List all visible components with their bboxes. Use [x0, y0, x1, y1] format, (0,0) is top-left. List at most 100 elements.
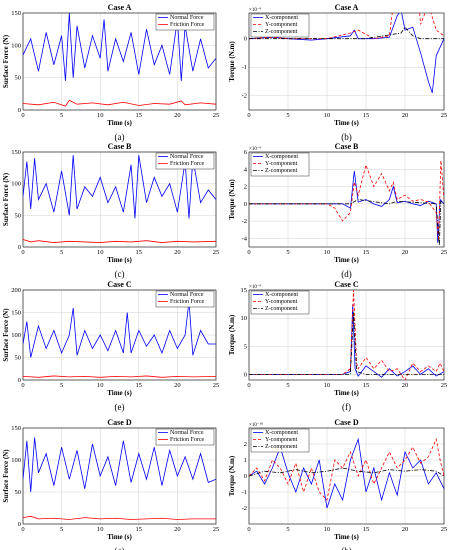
x-tick-label: 5: [286, 112, 289, 119]
series-line-friction-force: [23, 99, 216, 107]
axis-exponent: ×10⁻⁹: [249, 7, 261, 13]
axis-exponent: ×10⁻⁹: [249, 284, 261, 290]
x-axis-label: Time (s): [107, 533, 132, 541]
chart-title: Case D: [334, 418, 358, 427]
y-axis-label: Surface Force (N): [2, 449, 10, 503]
x-tick-label: 25: [441, 249, 448, 256]
x-tick-label: 25: [441, 526, 448, 533]
chart-title: Case C: [334, 280, 358, 289]
legend-label: Friction Force: [170, 161, 204, 167]
plot-frame: [248, 12, 445, 111]
series-line-y-component: [249, 290, 444, 380]
legend-label: Friction Force: [170, 299, 204, 305]
panel-caption: (h): [341, 546, 352, 550]
y-tick-label: 100: [11, 181, 21, 188]
x-tick-label: 15: [363, 249, 370, 256]
series-line-x-component: [249, 13, 444, 94]
x-tick-label: 20: [174, 112, 181, 119]
x-tick-label: 15: [136, 526, 143, 533]
legend-box: [155, 290, 215, 308]
plot-frame: [22, 289, 217, 381]
chart-title: Case B: [108, 142, 132, 151]
chart-b: Case A 0 5 10 15 20 25 -2 -1 0 ×10⁻⁹ X-componentY-c…: [228, 3, 447, 142]
x-tick-label: 5: [60, 112, 63, 119]
panel-caption: (e): [115, 402, 125, 412]
x-tick-label: 10: [97, 382, 104, 389]
x-tick-label: 15: [363, 382, 370, 389]
x-tick-label: 0: [247, 526, 250, 533]
x-tick-label: 20: [174, 382, 181, 389]
x-axis-label: Time (s): [334, 119, 359, 127]
x-tick-label: 15: [363, 112, 370, 119]
y-tick-label: 1: [244, 457, 247, 464]
x-tick-label: 15: [136, 382, 143, 389]
series-line-z-component: [249, 467, 444, 477]
legend-box: [250, 13, 310, 38]
axis-exponent: ×10⁻⁹: [249, 146, 261, 152]
legend-label: X-component: [265, 292, 298, 298]
legend-label: Y-component: [265, 299, 298, 305]
y-tick-label: 150: [11, 425, 21, 432]
chart-title: Case D: [107, 418, 131, 427]
y-tick-label: 150: [11, 149, 21, 156]
axis-exponent: ×10⁻¹⁰: [249, 422, 263, 428]
x-tick-label: 0: [247, 249, 250, 256]
series-line-friction-force: [23, 375, 216, 378]
x-tick-label: 10: [97, 526, 104, 533]
y-tick-label: -4: [242, 235, 248, 242]
legend-box: [155, 428, 215, 446]
chart-g: Case D 0 5 10 15 20 25 0 50 100 150 Normal ForceFri…: [2, 418, 219, 550]
y-tick-label: 10: [241, 315, 248, 322]
y-tick-label: 2: [244, 441, 247, 448]
series-line-normal-force: [23, 437, 216, 493]
chart-c: Case B 0 5 10 15 20 25 0 50 100 150 Normal ForceFri…: [2, 142, 219, 279]
y-tick-label: 100: [11, 457, 21, 464]
legend-label: Normal Force: [170, 15, 204, 21]
x-axis-label: Time (s): [107, 256, 132, 264]
x-tick-label: 15: [136, 112, 143, 119]
y-tick-label: 50: [15, 75, 22, 82]
legend-box: [250, 290, 310, 315]
series-line-y-component: [249, 160, 444, 241]
y-tick-label: 0: [18, 107, 21, 114]
x-tick-label: 0: [21, 112, 24, 119]
y-tick-label: 200: [11, 287, 21, 294]
x-tick-label: 10: [324, 382, 331, 389]
y-tick-label: 4: [244, 166, 248, 173]
y-tick-label: 50: [15, 212, 22, 219]
y-axis-label: Torque (N.m): [228, 41, 236, 82]
legend-box: [250, 428, 310, 453]
legend-label: X-component: [265, 15, 298, 21]
x-tick-label: 5: [60, 249, 63, 256]
y-axis-label: Torque (N.m): [228, 179, 236, 220]
x-tick-label: 25: [213, 112, 220, 119]
x-tick-label: 10: [97, 112, 104, 119]
x-tick-label: 20: [402, 249, 409, 256]
panel-caption: (f): [342, 402, 351, 412]
legend-label: Y-component: [265, 22, 298, 28]
x-tick-label: 20: [402, 112, 409, 119]
x-tick-label: 20: [174, 249, 181, 256]
chart-e: Case C 0 5 10 15 20 25 0 50 100 150 200 Normal Force…: [2, 280, 219, 412]
y-tick-label: 0: [244, 36, 247, 43]
legend-box: [155, 152, 215, 170]
y-tick-label: 2: [244, 184, 247, 191]
y-axis-label: Surface Force (N): [2, 34, 10, 88]
series-line-y-component: [249, 437, 444, 501]
x-axis-label: Time (s): [334, 256, 359, 264]
x-tick-label: 5: [60, 526, 63, 533]
x-tick-label: 0: [21, 526, 24, 533]
y-tick-label: -1: [242, 64, 247, 71]
legend-label: Y-component: [265, 161, 298, 167]
y-tick-label: -2: [242, 505, 247, 512]
y-tick-label: 100: [11, 42, 21, 49]
y-tick-label: 150: [11, 10, 21, 17]
chart-title: Case A: [108, 3, 132, 12]
x-tick-label: 10: [324, 526, 331, 533]
legend-label: Z-component: [265, 306, 298, 312]
x-tick-label: 25: [213, 249, 220, 256]
chart-d: Case B 0 5 10 15 20 25 -4 -2 0 2 4 6 ×10⁻⁹ X-component…: [228, 142, 447, 279]
panel-caption: (c): [115, 269, 125, 279]
legend-label: Friction Force: [170, 437, 204, 443]
x-tick-label: 5: [286, 382, 289, 389]
